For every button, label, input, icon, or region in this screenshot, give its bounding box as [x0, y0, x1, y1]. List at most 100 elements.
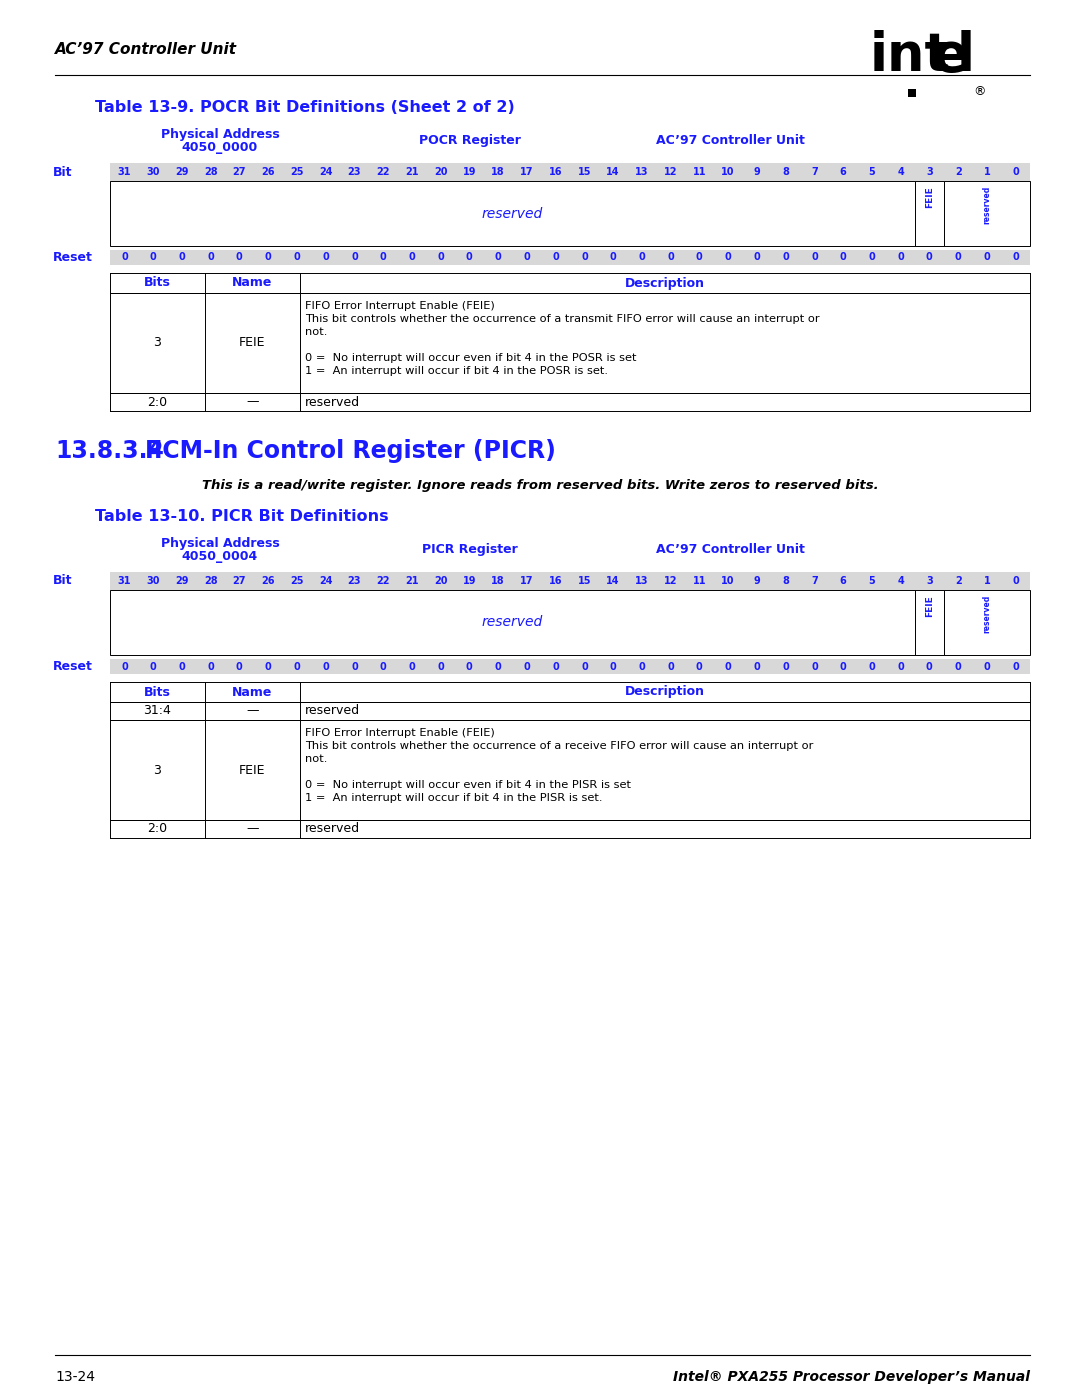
Text: not.: not. [305, 327, 327, 337]
Text: 3: 3 [153, 337, 161, 349]
Text: 3: 3 [926, 168, 933, 177]
Text: —: — [246, 823, 259, 835]
Text: 0: 0 [524, 662, 530, 672]
Text: 29: 29 [175, 576, 189, 585]
Text: 0: 0 [696, 253, 703, 263]
Text: 21: 21 [405, 168, 419, 177]
Text: 0: 0 [408, 253, 415, 263]
Text: 2:0: 2:0 [148, 395, 167, 408]
Bar [110, 163, 1030, 182]
Text: Reset: Reset [53, 251, 93, 264]
Bar [915, 182, 944, 246]
Text: 11: 11 [692, 576, 706, 585]
Text: 13: 13 [635, 168, 649, 177]
Text: 15: 15 [578, 168, 591, 177]
Text: 25: 25 [291, 576, 303, 585]
Text: 0: 0 [1012, 576, 1020, 585]
Bar [944, 590, 1030, 655]
Text: 0: 0 [638, 253, 645, 263]
Text: Bits: Bits [144, 686, 171, 698]
Text: 10: 10 [721, 168, 734, 177]
Text: not.: not. [305, 754, 327, 764]
Text: 31:4: 31:4 [144, 704, 172, 718]
Text: 1: 1 [984, 168, 990, 177]
Text: 1: 1 [984, 576, 990, 585]
Text: 0: 0 [237, 253, 243, 263]
Text: 0: 0 [897, 253, 904, 263]
Text: 0: 0 [524, 253, 530, 263]
Text: —: — [246, 704, 259, 718]
Text: 0: 0 [667, 662, 674, 672]
Text: 0: 0 [150, 662, 157, 672]
Text: 4050_0000: 4050_0000 [181, 141, 258, 154]
Text: 5: 5 [868, 168, 875, 177]
Text: 0: 0 [265, 662, 271, 672]
Text: 15: 15 [578, 576, 591, 585]
Text: 0: 0 [495, 253, 501, 263]
Text: 7: 7 [811, 576, 818, 585]
Text: 19: 19 [462, 576, 476, 585]
Text: reserved: reserved [305, 823, 360, 835]
Text: 11: 11 [692, 168, 706, 177]
Text: 0: 0 [408, 662, 415, 672]
Text: 0: 0 [754, 253, 760, 263]
Text: 0: 0 [351, 253, 357, 263]
Text: 0: 0 [638, 662, 645, 672]
Text: 4050_0004: 4050_0004 [181, 550, 258, 563]
Text: 23: 23 [348, 576, 361, 585]
Text: 0: 0 [926, 253, 933, 263]
Bar [915, 590, 944, 655]
Text: 12: 12 [664, 576, 677, 585]
Text: Bit: Bit [53, 165, 72, 179]
Text: 0: 0 [725, 662, 731, 672]
Text: 18: 18 [491, 168, 505, 177]
Text: —: — [246, 395, 259, 408]
Text: 0: 0 [667, 253, 674, 263]
Text: 8: 8 [782, 576, 789, 585]
Text: 30: 30 [147, 576, 160, 585]
Text: 0: 0 [265, 253, 271, 263]
Text: 9: 9 [754, 576, 760, 585]
Text: 10: 10 [721, 576, 734, 585]
Text: 14: 14 [606, 168, 620, 177]
Text: 1 =  An interrupt will occur if bit 4 in the PISR is set.: 1 = An interrupt will occur if bit 4 in … [305, 793, 603, 803]
Text: 0: 0 [581, 662, 588, 672]
Text: l: l [957, 29, 975, 82]
Text: Description: Description [625, 686, 705, 698]
Text: 30: 30 [147, 168, 160, 177]
Text: reserved: reserved [305, 395, 360, 408]
Bar [110, 590, 915, 655]
Text: 9: 9 [754, 168, 760, 177]
Text: 0: 0 [811, 253, 818, 263]
Text: reserved: reserved [482, 616, 543, 630]
Text: reserved: reserved [482, 207, 543, 221]
Text: 0: 0 [437, 253, 444, 263]
Text: 0: 0 [897, 662, 904, 672]
Text: 6: 6 [840, 168, 847, 177]
Text: Physical Address: Physical Address [161, 536, 280, 550]
Text: 18: 18 [491, 576, 505, 585]
Text: 2:0: 2:0 [148, 823, 167, 835]
Text: 0: 0 [1012, 253, 1020, 263]
Text: 0: 0 [840, 253, 847, 263]
Text: 0: 0 [955, 662, 961, 672]
Text: reserved: reserved [983, 595, 991, 633]
Text: 0: 0 [207, 662, 214, 672]
Text: 0: 0 [294, 253, 300, 263]
Text: 5: 5 [868, 576, 875, 585]
Text: FEIE: FEIE [924, 186, 934, 208]
Text: 0: 0 [207, 253, 214, 263]
Text: 27: 27 [232, 168, 246, 177]
Text: 4: 4 [897, 168, 904, 177]
Text: 0: 0 [322, 662, 329, 672]
Text: Bit: Bit [53, 574, 72, 588]
Text: 21: 21 [405, 576, 419, 585]
Text: 0: 0 [322, 253, 329, 263]
Text: This is a read/write register. Ignore reads from reserved bits. Write zeros to r: This is a read/write register. Ignore re… [202, 479, 878, 492]
Text: 0 =  No interrupt will occur even if bit 4 in the PISR is set: 0 = No interrupt will occur even if bit … [305, 780, 631, 789]
Text: reserved: reserved [305, 704, 360, 718]
Text: 0: 0 [121, 662, 127, 672]
Text: PCM-In Control Register (PICR): PCM-In Control Register (PICR) [145, 439, 556, 462]
Text: 13.8.3.4: 13.8.3.4 [55, 439, 164, 462]
Text: 0: 0 [351, 662, 357, 672]
